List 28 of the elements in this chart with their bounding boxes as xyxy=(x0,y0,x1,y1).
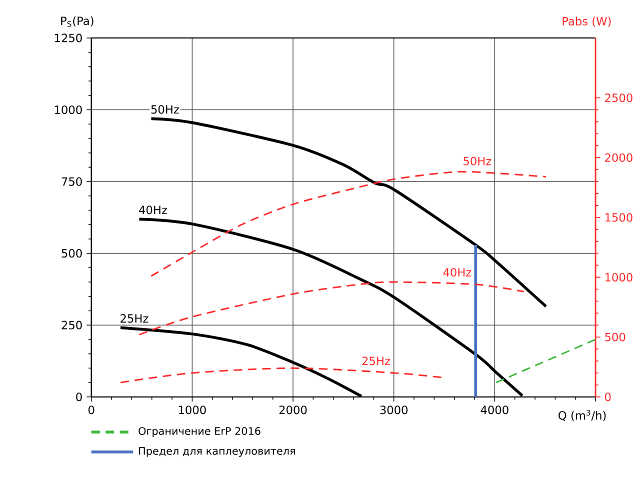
y-tick-label: 1000 xyxy=(54,105,82,114)
y-tick-label: 750 xyxy=(62,177,82,186)
x-tick-label: 4000 xyxy=(480,406,508,414)
y2-tick-label: 500 xyxy=(605,332,626,342)
legend-label: Предел для каплеуловителя xyxy=(139,447,295,457)
x-tick-label: 0 xyxy=(88,406,94,414)
y2-axis-title: Pabs (W) xyxy=(562,16,611,27)
x-tick-label: 3000 xyxy=(380,406,408,414)
series-label: 25Hz xyxy=(362,356,390,366)
y2-tick-label: 2500 xyxy=(605,94,632,102)
y2-tick-label: 1000 xyxy=(605,272,632,282)
series-label: 25Hz xyxy=(120,314,148,323)
y2-tick-label: 2000 xyxy=(605,153,632,162)
x-tick-label: 2000 xyxy=(279,406,307,414)
x-tick-label: 1000 xyxy=(178,406,206,414)
series-label: 50Hz xyxy=(151,105,179,114)
y2-tick-label: 1500 xyxy=(605,213,632,222)
legend-label: Ограничение ErP 2016 xyxy=(138,427,260,437)
y-tick-label: 250 xyxy=(62,320,82,330)
series-label: 40Hz xyxy=(139,206,167,214)
y2-tick-label: 0 xyxy=(604,392,611,402)
y-tick-label: 0 xyxy=(76,392,82,402)
y-tick-label: 1250 xyxy=(54,34,82,42)
series-label: 50Hz xyxy=(464,156,492,166)
series-label: 40Hz xyxy=(443,268,472,277)
y-tick-label: 500 xyxy=(62,249,82,258)
y-axis-title: P$_{S}$(Pa) xyxy=(61,16,94,27)
x-axis-title: Q (m$^{3}$/h) xyxy=(558,410,606,422)
